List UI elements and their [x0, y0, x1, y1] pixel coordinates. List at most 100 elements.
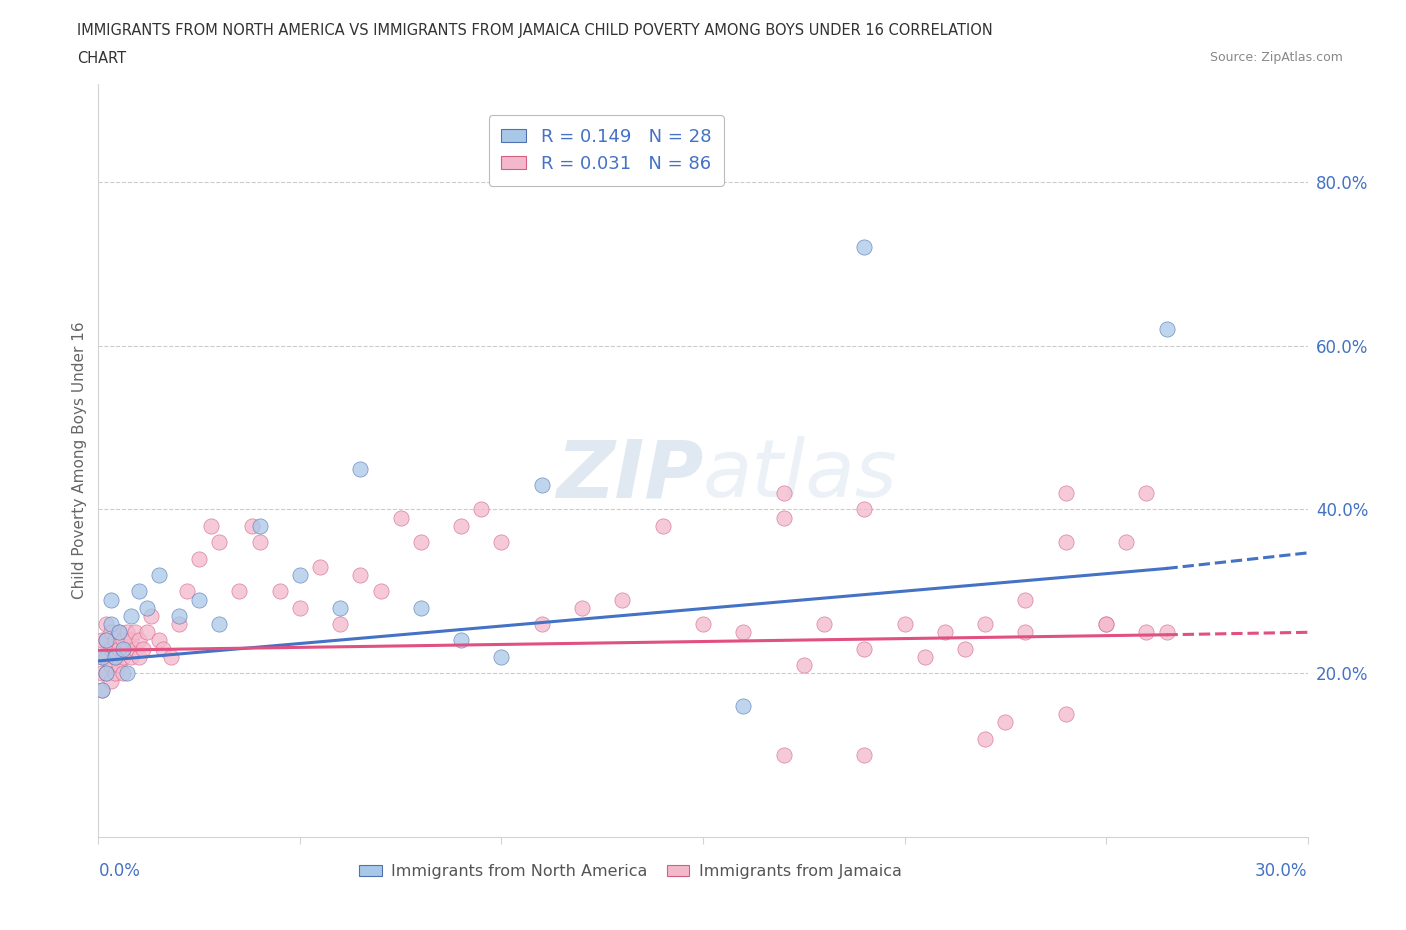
Point: [733, 698, 755, 713]
Point: [974, 731, 997, 746]
Point: [103, 649, 125, 664]
Point: [1095, 617, 1118, 631]
Point: [115, 666, 138, 681]
Point: [288, 567, 311, 582]
Point: [1014, 625, 1036, 640]
Point: [772, 485, 794, 500]
Point: [100, 617, 122, 631]
Point: [491, 649, 513, 664]
Point: [571, 600, 593, 615]
Point: [793, 658, 815, 672]
Point: [994, 715, 1017, 730]
Point: [139, 608, 162, 623]
Point: [128, 584, 150, 599]
Point: [1054, 707, 1077, 722]
Point: [389, 511, 412, 525]
Text: CHART: CHART: [77, 51, 127, 66]
Point: [1115, 535, 1137, 550]
Point: [103, 666, 125, 681]
Point: [208, 535, 231, 550]
Point: [530, 477, 553, 492]
Point: [1014, 592, 1036, 607]
Text: IMMIGRANTS FROM NORTH AMERICA VS IMMIGRANTS FROM JAMAICA CHILD POVERTY AMONG BOY: IMMIGRANTS FROM NORTH AMERICA VS IMMIGRA…: [77, 23, 993, 38]
Point: [853, 642, 876, 657]
Point: [111, 649, 134, 664]
Point: [91, 633, 114, 648]
Point: [100, 658, 122, 672]
Point: [893, 617, 915, 631]
Point: [124, 642, 146, 657]
Point: [91, 683, 114, 698]
Point: [733, 625, 755, 640]
Point: [200, 518, 222, 533]
Text: Source: ZipAtlas.com: Source: ZipAtlas.com: [1209, 51, 1343, 64]
Point: [329, 617, 352, 631]
Text: 0.0%: 0.0%: [98, 862, 141, 880]
Point: [100, 642, 122, 657]
Point: [100, 592, 122, 607]
Point: [228, 584, 250, 599]
Point: [135, 625, 157, 640]
Point: [100, 625, 122, 640]
Point: [132, 642, 155, 657]
Point: [188, 551, 211, 566]
Point: [160, 649, 183, 664]
Point: [115, 625, 138, 640]
Point: [103, 649, 125, 664]
Point: [370, 584, 392, 599]
Text: ZIP: ZIP: [555, 436, 703, 514]
Legend: Immigrants from North America, Immigrants from Jamaica: Immigrants from North America, Immigrant…: [353, 857, 908, 885]
Point: [651, 518, 673, 533]
Point: [91, 649, 114, 664]
Point: [1054, 485, 1077, 500]
Point: [96, 633, 118, 648]
Point: [96, 649, 118, 664]
Point: [91, 683, 114, 698]
Point: [128, 649, 150, 664]
Point: [1095, 617, 1118, 631]
Point: [111, 642, 134, 657]
Point: [288, 600, 311, 615]
Point: [208, 617, 231, 631]
Point: [853, 240, 876, 255]
Point: [96, 666, 118, 681]
Point: [107, 625, 129, 640]
Point: [167, 608, 190, 623]
Point: [103, 633, 125, 648]
Point: [124, 625, 146, 640]
Point: [111, 633, 134, 648]
Point: [188, 592, 211, 607]
Point: [1135, 485, 1157, 500]
Point: [1054, 535, 1077, 550]
Point: [934, 625, 956, 640]
Point: [1156, 322, 1178, 337]
Point: [612, 592, 634, 607]
Point: [409, 535, 432, 550]
Point: [914, 649, 936, 664]
Point: [96, 617, 118, 631]
Point: [853, 748, 876, 763]
Point: [148, 567, 170, 582]
Text: 30.0%: 30.0%: [1256, 862, 1308, 880]
Point: [152, 642, 174, 657]
Point: [349, 461, 371, 476]
Point: [91, 666, 114, 681]
Point: [349, 567, 371, 582]
Point: [813, 617, 835, 631]
Point: [1156, 625, 1178, 640]
Point: [1135, 625, 1157, 640]
Point: [309, 559, 332, 574]
Point: [148, 633, 170, 648]
Point: [100, 674, 122, 689]
Point: [953, 642, 976, 657]
Point: [470, 502, 492, 517]
Point: [107, 625, 129, 640]
Point: [91, 649, 114, 664]
Y-axis label: Child Poverty Among Boys Under 16: Child Poverty Among Boys Under 16: [72, 322, 87, 599]
Point: [120, 608, 142, 623]
Point: [692, 617, 714, 631]
Point: [269, 584, 291, 599]
Point: [107, 642, 129, 657]
Point: [249, 518, 271, 533]
Point: [450, 633, 472, 648]
